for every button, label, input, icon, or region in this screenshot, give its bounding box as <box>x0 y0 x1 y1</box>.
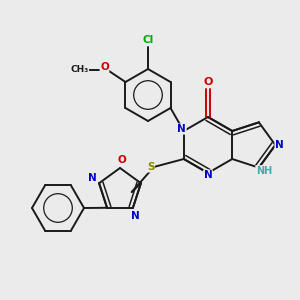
Text: N: N <box>275 140 284 150</box>
Text: N: N <box>204 170 212 180</box>
Text: N: N <box>88 173 97 183</box>
Text: O: O <box>100 62 109 72</box>
Text: Cl: Cl <box>142 35 154 45</box>
Text: N: N <box>177 124 186 134</box>
Text: O: O <box>203 77 213 87</box>
Text: S: S <box>147 162 154 172</box>
Text: O: O <box>118 155 126 165</box>
Text: NH: NH <box>256 166 272 176</box>
Text: N: N <box>130 211 139 221</box>
Text: CH₃: CH₃ <box>70 65 88 74</box>
